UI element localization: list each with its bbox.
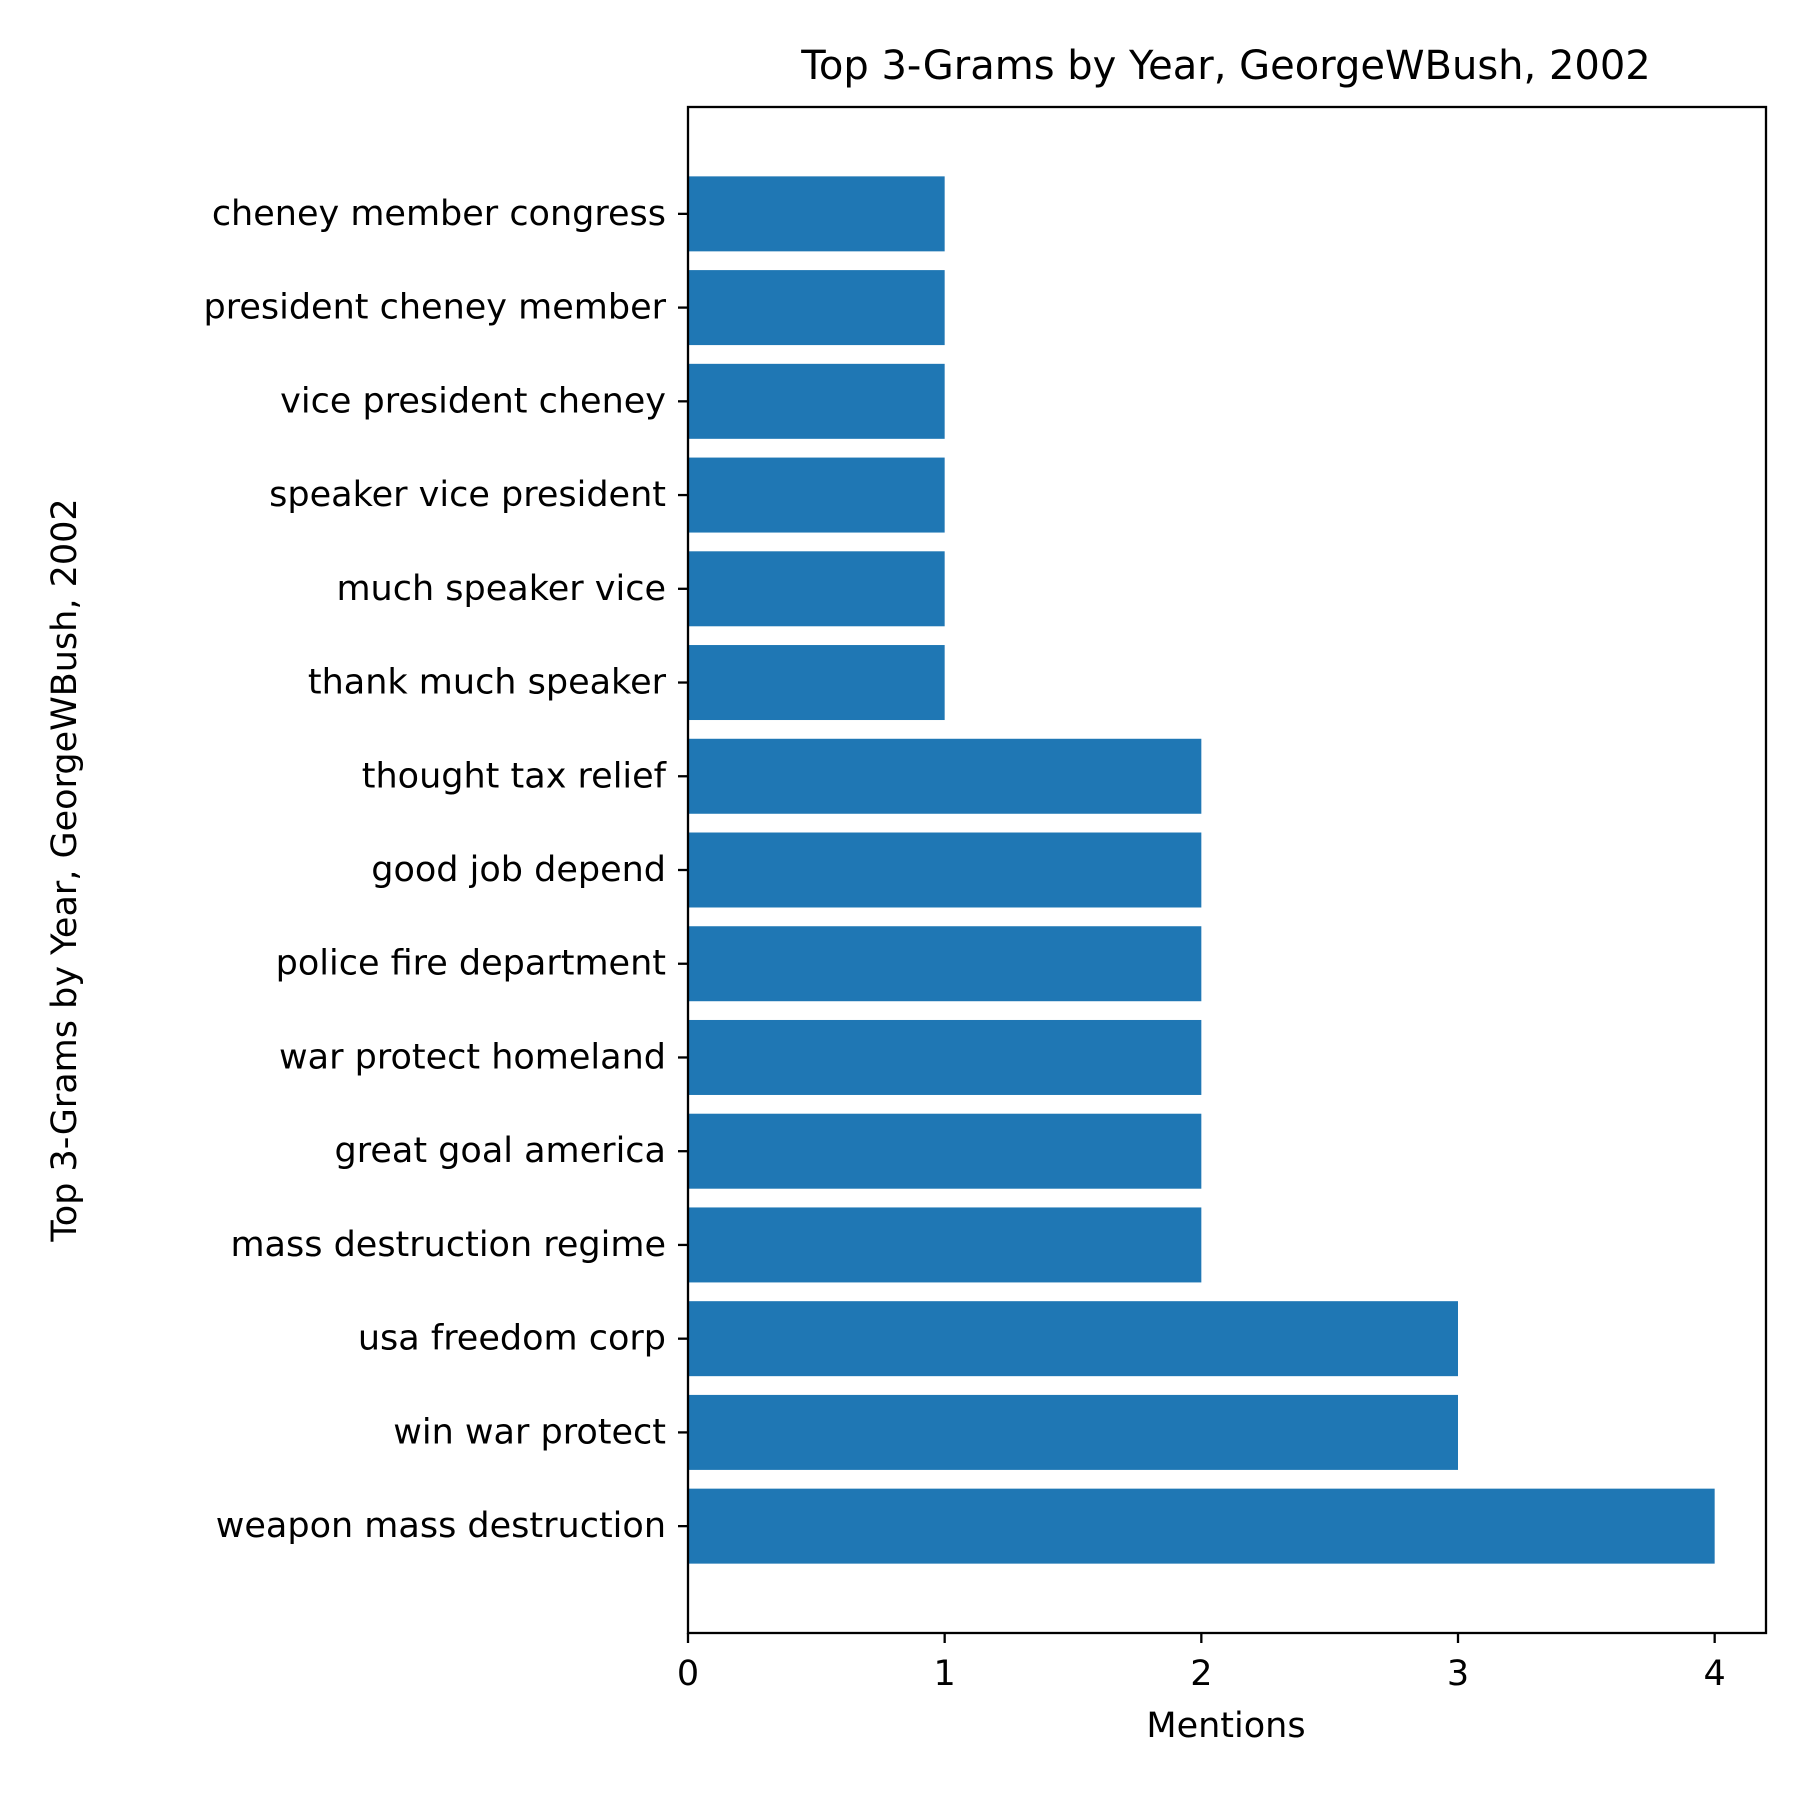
bar — [688, 457, 945, 533]
y-axis-title: Top 3-Grams by Year, GeorgeWBush, 2002 — [45, 498, 85, 1242]
y-tick-label: cheney member congress — [212, 194, 666, 234]
bar — [688, 1113, 1202, 1189]
chart-title: Top 3-Grams by Year, GeorgeWBush, 2002 — [800, 43, 1651, 89]
y-tick-label: weapon mass destruction — [216, 1506, 666, 1546]
y-tick-label: speaker vice president — [269, 475, 666, 515]
x-axis-title: Mentions — [1146, 1706, 1305, 1746]
y-tick-label: thought tax relief — [362, 756, 667, 796]
y-tick-label: much speaker vice — [336, 569, 666, 609]
x-axis-ticks: 0 1 2 3 4 — [677, 1633, 1726, 1694]
y-tick-label: police fire department — [276, 944, 666, 984]
y-tick-label: war protect homeland — [279, 1037, 666, 1077]
bar — [688, 270, 945, 346]
x-tick-label: 4 — [1704, 1654, 1726, 1694]
bar — [688, 738, 1202, 814]
bars — [688, 176, 1715, 1564]
x-tick-label: 0 — [677, 1654, 699, 1694]
bar — [688, 1207, 1202, 1283]
bar — [688, 926, 1202, 1002]
bar — [688, 1488, 1715, 1564]
y-tick-label: thank much speaker — [308, 663, 667, 703]
bar — [688, 363, 945, 439]
bar — [688, 1019, 1202, 1095]
y-tick-label: good job depend — [371, 850, 666, 890]
y-tick-label: usa freedom corp — [358, 1319, 666, 1359]
y-tick-label: great goal america — [335, 1131, 666, 1171]
y-tick-label: win war protect — [393, 1412, 666, 1452]
x-tick-label: 3 — [1447, 1654, 1469, 1694]
plot-area-frame — [686, 105, 1768, 1635]
bar — [688, 551, 945, 627]
bar — [688, 176, 945, 252]
x-tick-label: 2 — [1190, 1654, 1212, 1694]
bar — [688, 1301, 1458, 1377]
bar — [688, 1394, 1458, 1470]
y-tick-label: president cheney member — [204, 288, 667, 328]
bar — [688, 832, 1202, 908]
y-axis-ticks: weapon mass destruction win war protect us… — [204, 194, 688, 1546]
y-tick-label: mass destruction regime — [230, 1225, 666, 1265]
y-tick-label: vice president cheney — [280, 381, 666, 421]
x-tick-label: 1 — [934, 1654, 956, 1694]
bar — [688, 645, 945, 721]
